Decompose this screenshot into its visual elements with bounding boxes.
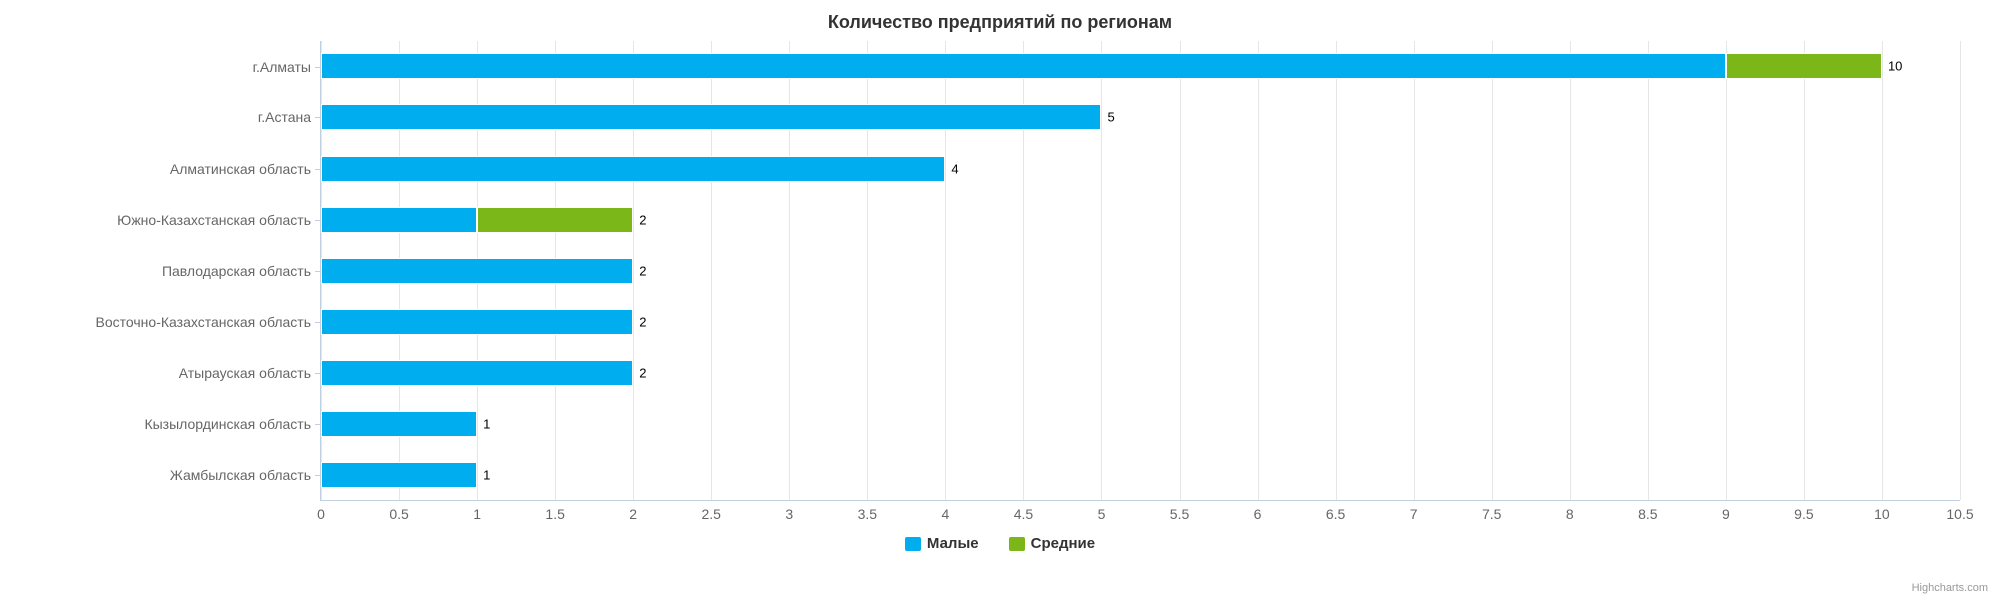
x-tick-label: 3: [785, 506, 793, 522]
bar-segment[interactable]: [321, 360, 633, 386]
bar-segment[interactable]: [321, 258, 633, 284]
credits-link[interactable]: Highcharts.com: [1912, 582, 1988, 594]
bar-segment[interactable]: [1726, 53, 1882, 79]
grid-line: [1258, 41, 1259, 500]
bar-row: 1: [321, 462, 477, 488]
grid-line: [1570, 41, 1571, 500]
plot-wrapper: 00.511.522.533.544.555.566.577.588.599.5…: [320, 41, 1960, 501]
grid-line: [1492, 41, 1493, 500]
x-tick-label: 1.5: [545, 506, 564, 522]
x-tick-label: 6.5: [1326, 506, 1345, 522]
y-axis-label: г.Астана: [258, 109, 311, 125]
bar-total-label: 4: [951, 161, 958, 176]
x-tick-label: 7: [1410, 506, 1418, 522]
y-axis-label: Павлодарская область: [162, 263, 311, 279]
bar-row: 2: [321, 360, 633, 386]
legend-swatch-small: [905, 537, 921, 551]
x-tick-label: 2: [629, 506, 637, 522]
grid-line: [1726, 41, 1727, 500]
y-axis-label: Жамбылская область: [170, 467, 311, 483]
grid-line: [1414, 41, 1415, 500]
x-tick-label: 3.5: [858, 506, 877, 522]
bar-row: 1: [321, 411, 477, 437]
legend-item-medium[interactable]: Средние: [1009, 535, 1095, 552]
x-tick-label: 0: [317, 506, 325, 522]
x-tick-label: 2.5: [702, 506, 721, 522]
bar-total-label: 2: [639, 212, 646, 227]
bar-row: 4: [321, 156, 945, 182]
legend-item-small[interactable]: Малые: [905, 535, 979, 552]
grid-line: [1960, 41, 1961, 500]
bar-segment[interactable]: [321, 156, 945, 182]
bar-row: 2: [321, 309, 633, 335]
bar-row: 5: [321, 104, 1101, 130]
chart-title: Количество предприятий по регионам: [0, 0, 2000, 41]
legend-swatch-medium: [1009, 537, 1025, 551]
bar-row: 10: [321, 53, 1882, 79]
bar-row: 2: [321, 207, 633, 233]
grid-line: [1336, 41, 1337, 500]
x-tick-label: 10.5: [1946, 506, 1973, 522]
bar-segment[interactable]: [477, 207, 633, 233]
bar-segment[interactable]: [321, 411, 477, 437]
bar-total-label: 2: [639, 314, 646, 329]
bar-total-label: 2: [639, 365, 646, 380]
x-tick-label: 7.5: [1482, 506, 1501, 522]
x-tick-label: 6: [1254, 506, 1262, 522]
grid-line: [1882, 41, 1883, 500]
bar-total-label: 2: [639, 263, 646, 278]
plot-area: 00.511.522.533.544.555.566.577.588.599.5…: [320, 41, 1960, 501]
y-axis-label: Восточно-Казахстанская область: [96, 314, 311, 330]
bar-segment[interactable]: [321, 53, 1726, 79]
x-tick-label: 1: [473, 506, 481, 522]
x-tick-label: 5: [1098, 506, 1106, 522]
bar-total-label: 1: [483, 467, 490, 482]
x-tick-label: 5.5: [1170, 506, 1189, 522]
grid-line: [1101, 41, 1102, 500]
grid-line: [1804, 41, 1805, 500]
x-tick-label: 4.5: [1014, 506, 1033, 522]
y-axis-label: Кызылординская область: [144, 416, 311, 432]
bar-total-label: 1: [483, 416, 490, 431]
x-tick-label: 10: [1874, 506, 1890, 522]
y-axis-label: Алматинская область: [170, 161, 311, 177]
x-tick-label: 9.5: [1794, 506, 1813, 522]
x-tick-label: 9: [1722, 506, 1730, 522]
grid-line: [1180, 41, 1181, 500]
x-tick-label: 0.5: [389, 506, 408, 522]
x-tick-label: 8: [1566, 506, 1574, 522]
legend-label-medium: Средние: [1031, 535, 1095, 552]
legend-label-small: Малые: [927, 535, 979, 552]
bar-segment[interactable]: [321, 104, 1101, 130]
bar-row: 2: [321, 258, 633, 284]
bar-segment[interactable]: [321, 309, 633, 335]
x-tick-label: 4: [941, 506, 949, 522]
grid-line: [1648, 41, 1649, 500]
bar-segment[interactable]: [321, 207, 477, 233]
x-tick-label: 8.5: [1638, 506, 1657, 522]
bar-segment[interactable]: [321, 462, 477, 488]
legend: Малые Средние: [0, 535, 2000, 552]
y-axis-label: Южно-Казахстанская область: [117, 212, 311, 228]
bar-total-label: 5: [1107, 110, 1114, 125]
y-axis-label: г.Алматы: [253, 59, 311, 75]
bar-total-label: 10: [1888, 59, 1902, 74]
y-axis-label: Атырауская область: [179, 365, 311, 381]
